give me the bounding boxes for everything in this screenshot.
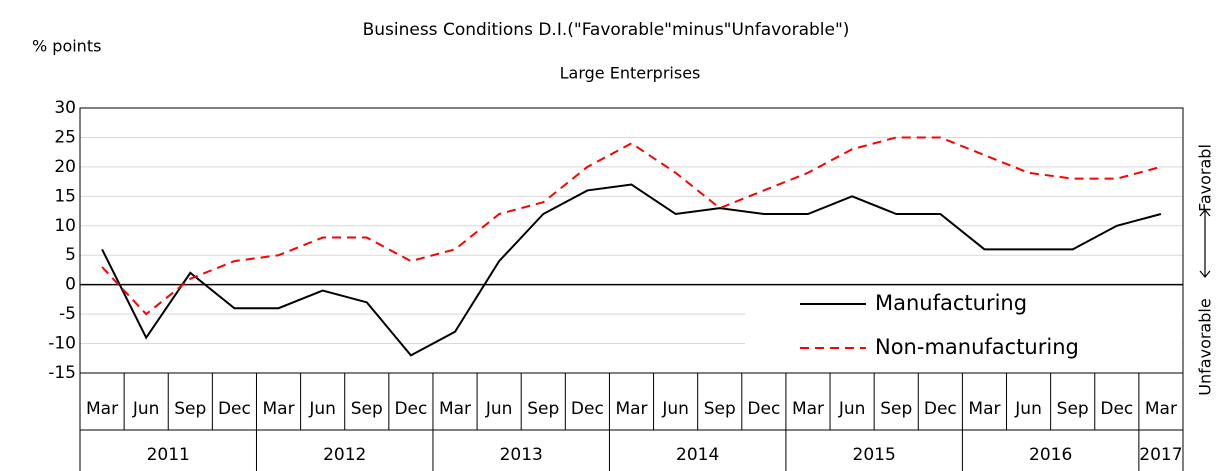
x-tick-label: Sep: [880, 399, 912, 419]
y-tick-label: -10: [48, 334, 76, 354]
x-tick-label: Jun: [308, 399, 336, 419]
year-label: 2014: [676, 445, 719, 465]
x-tick-label: Jun: [838, 399, 866, 419]
right-label-bottom: Unfavorable: [1196, 298, 1215, 395]
x-tick-label: Mar: [86, 399, 118, 419]
y-tick-label: 30: [54, 98, 76, 118]
y-tick-label: -5: [59, 304, 76, 324]
x-tick-label: Mar: [263, 399, 295, 419]
year-label: 2013: [500, 445, 543, 465]
y-tick-label: 0: [65, 275, 76, 295]
y-tick-label: 20: [54, 157, 76, 177]
x-tick-label: Mar: [439, 399, 471, 419]
x-tick-label: Sep: [527, 399, 559, 419]
y-tick-label: 15: [54, 186, 76, 206]
arrow: [1199, 209, 1211, 278]
x-tick-label: Mar: [968, 399, 1000, 419]
y-tick-label: 5: [65, 245, 76, 265]
year-label: 2017: [1139, 445, 1182, 465]
y-axis-label: % points: [32, 37, 101, 56]
plot-border: [79, 107, 1184, 374]
x-tick-label: Dec: [218, 399, 251, 419]
right-label-top: Favorabl: [1196, 144, 1215, 212]
year-label: 2015: [853, 445, 896, 465]
year-label: 2012: [323, 445, 366, 465]
x-tick-label: Dec: [394, 399, 427, 419]
x-tick-label: Jun: [1014, 399, 1042, 419]
chart-subtitle: Large Enterprises: [560, 64, 701, 83]
x-tick-label: Mar: [792, 399, 824, 419]
y-tick-label: 25: [54, 127, 76, 147]
x-tick-label: Jun: [485, 399, 513, 419]
y-tick-label: -15: [48, 363, 76, 383]
chart-title: Business Conditions D.I.("Favorable"minu…: [363, 20, 850, 40]
x-tick-label: Mar: [1145, 399, 1177, 419]
legend-box: [745, 286, 1182, 372]
x-tick-label: Mar: [615, 399, 647, 419]
x-tick-label: Dec: [747, 399, 780, 419]
year-label: 2011: [147, 445, 190, 465]
legend-label: Non-manufacturing: [875, 335, 1079, 359]
x-tick-label: Dec: [1100, 399, 1133, 419]
x-tick-label: Dec: [924, 399, 957, 419]
year-label: 2016: [1029, 445, 1072, 465]
x-tick-label: Jun: [132, 399, 160, 419]
x-tick-label: Sep: [351, 399, 383, 419]
legend-label: Manufacturing: [875, 291, 1027, 315]
x-tick-label: Dec: [571, 399, 604, 419]
x-tick-label: Sep: [1057, 399, 1089, 419]
y-tick-label: 10: [54, 216, 76, 236]
series-line: [101, 136, 1162, 316]
x-tick-label: Sep: [704, 399, 736, 419]
x-tick-label: Jun: [661, 399, 689, 419]
x-tick-label: Sep: [174, 399, 206, 419]
series-line: [101, 183, 1162, 357]
